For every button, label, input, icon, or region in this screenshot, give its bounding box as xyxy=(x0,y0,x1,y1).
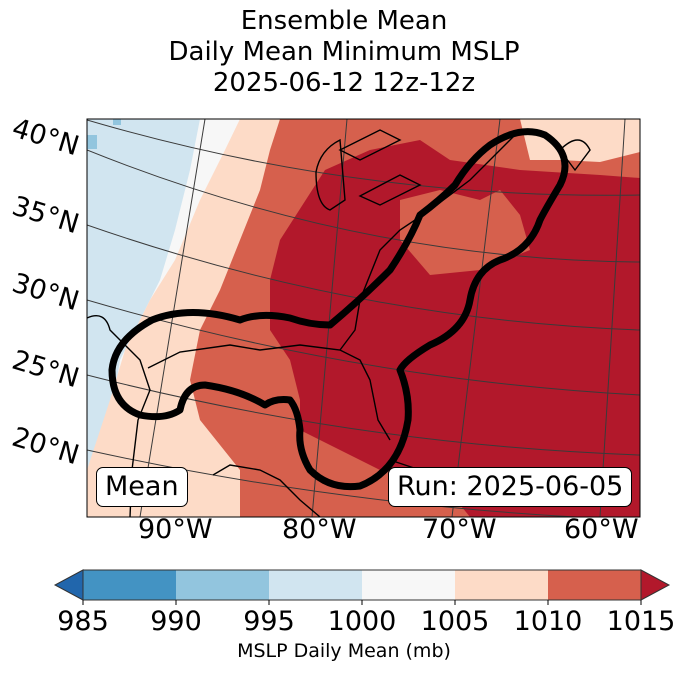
title-line-1: Ensemble Mean xyxy=(240,6,448,36)
colorbar-segments xyxy=(82,569,642,601)
colorbar-segment xyxy=(362,570,456,600)
colorbar-segment xyxy=(83,570,177,600)
colorbar-ticks xyxy=(82,600,642,605)
colorbar-segment xyxy=(176,570,270,600)
map-frame xyxy=(86,118,641,518)
lon-label-80w: 80°W xyxy=(282,514,357,545)
stat-label-box: Mean xyxy=(96,467,188,507)
title-line-3: 2025-06-12 12z-12z xyxy=(212,68,476,98)
lon-label-60w: 60°W xyxy=(564,514,639,545)
title-line-2: Daily Mean Minimum MSLP xyxy=(168,37,520,67)
colorbar-tick-label: 1000 xyxy=(327,606,397,637)
colorbar-tick-label: 1010 xyxy=(513,606,583,637)
colorbar-extend-over xyxy=(640,569,671,601)
colorbar-tick-label: 1015 xyxy=(606,606,676,637)
run-date-box: Run: 2025-06-05 xyxy=(388,467,633,507)
colorbar-tick-label: 985 xyxy=(57,606,109,637)
colorbar-segment xyxy=(455,570,549,600)
colorbar-segment xyxy=(548,570,642,600)
colorbar-extend-under xyxy=(53,569,84,601)
band-990-patch xyxy=(87,135,97,149)
colorbar-tick-label: 995 xyxy=(243,606,295,637)
colorbar-label: MSLP Daily Mean (mb) xyxy=(237,640,451,662)
colorbar xyxy=(53,569,671,605)
lon-label-90w: 90°W xyxy=(138,514,213,545)
band-990-patch xyxy=(113,119,121,125)
map-panel xyxy=(87,119,640,517)
contour-1015 xyxy=(108,128,569,491)
colorbar-tick-label: 1005 xyxy=(420,606,490,637)
colorbar-segment xyxy=(269,570,363,600)
colorbar-tick-label: 990 xyxy=(150,606,202,637)
chart-title: Ensemble Mean Daily Mean Minimum MSLP 20… xyxy=(0,6,688,99)
lon-label-70w: 70°W xyxy=(422,514,497,545)
